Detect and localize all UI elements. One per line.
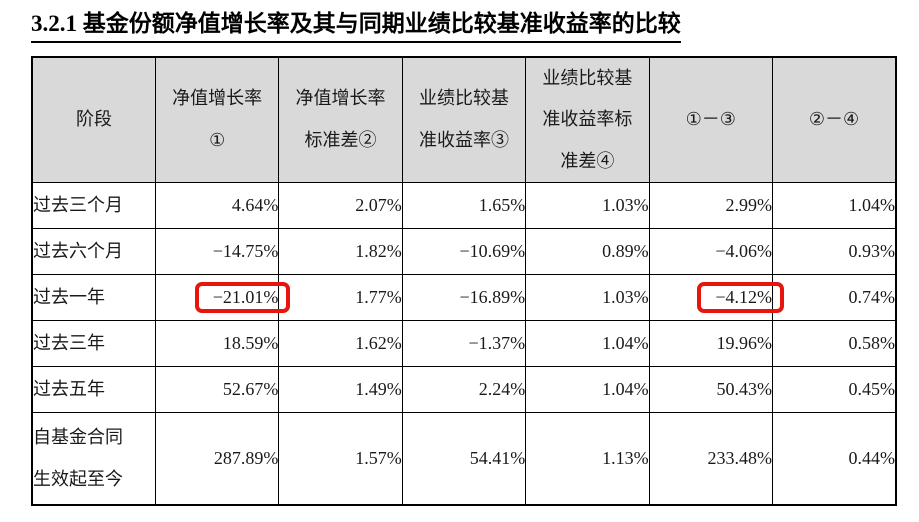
table-row-since-inception: 自基金合同 生效起至今 287.89% 1.57% 54.41% 1.13% 2… [31, 411, 897, 506]
col-header-diff-2-4: ②－④ [772, 56, 897, 183]
cell-value: −4.12% [648, 273, 785, 321]
cell-value: 1.03% [525, 181, 650, 229]
cell-value: 0.74% [772, 273, 897, 321]
col-header-nav-growth: 净值增长率 ① [154, 56, 280, 183]
cell-value: 287.89% [154, 411, 280, 506]
cell-value: 1.57% [278, 411, 403, 506]
highlight-box: −4.12% [697, 281, 785, 313]
cell-value: −21.01% [154, 273, 291, 321]
col-header-diff-1-3: ①－③ [648, 56, 774, 183]
cell-value: 0.89% [525, 227, 650, 275]
cell-value: 2.24% [401, 365, 527, 413]
cell-value: −14.75% [154, 227, 280, 275]
cell-value: 233.48% [648, 411, 774, 506]
cell-value: −1.37% [401, 319, 527, 367]
cell-value: −4.06% [648, 227, 774, 275]
cell-value: 1.77% [278, 273, 403, 321]
cell-value: 1.04% [525, 319, 650, 367]
col-header-nav-growth-stddev: 净值增长率 标准差② [278, 56, 403, 183]
cell-value: 0.44% [772, 411, 897, 506]
cell-value: 1.03% [525, 273, 650, 321]
cell-value: 52.67% [154, 365, 280, 413]
cell-value: 1.04% [525, 365, 650, 413]
cell-value: 0.58% [772, 319, 897, 367]
cell-value: 19.96% [648, 319, 774, 367]
cell-value: 1.65% [401, 181, 527, 229]
cell-value: 1.82% [278, 227, 403, 275]
cell-value: 1.62% [278, 319, 403, 367]
cell-value: 2.07% [278, 181, 403, 229]
highlight-box: −21.01% [194, 281, 291, 313]
cell-value: 1.04% [772, 181, 897, 229]
table-row-past-1-year: 过去一年 −21.01% 1.77% −16.89% 1.03% −4.12% … [31, 273, 897, 321]
col-header-benchmark-return: 业绩比较基 准收益率③ [401, 56, 527, 183]
cell-period: 过去三年 [31, 319, 156, 367]
table-row-past-6-months: 过去六个月 −14.75% 1.82% −10.69% 0.89% −4.06%… [31, 227, 897, 275]
cell-value: 2.99% [648, 181, 774, 229]
performance-comparison-table: 阶段 净值增长率 ① 净值增长率 标准差② 业绩比较基 准收益率③ 业绩比较基 … [31, 55, 897, 507]
table-row-past-3-years: 过去三年 18.59% 1.62% −1.37% 1.04% 19.96% 0.… [31, 319, 897, 367]
cell-value: 54.41% [401, 411, 527, 506]
cell-value: 0.93% [772, 227, 897, 275]
col-header-period: 阶段 [31, 56, 156, 183]
cell-value: −10.69% [401, 227, 527, 275]
cell-period: 过去五年 [31, 365, 156, 413]
cell-value: −16.89% [401, 273, 527, 321]
cell-period: 过去六个月 [31, 227, 156, 275]
cell-value: 1.49% [278, 365, 403, 413]
col-header-benchmark-stddev: 业绩比较基 准收益率标 准差④ [525, 56, 650, 183]
section-title: 3.2.1 基金份额净值增长率及其与同期业绩比较基准收益率的比较 [31, 10, 681, 43]
cell-value: 4.64% [154, 181, 280, 229]
cell-value: 1.13% [525, 411, 650, 506]
cell-period: 过去三个月 [31, 181, 156, 229]
table-header-row: 阶段 净值增长率 ① 净值增长率 标准差② 业绩比较基 准收益率③ 业绩比较基 … [31, 56, 897, 183]
cell-period: 过去一年 [31, 273, 156, 321]
cell-value: 50.43% [648, 365, 774, 413]
cell-period: 自基金合同 生效起至今 [31, 411, 156, 506]
table-row-past-3-months: 过去三个月 4.64% 2.07% 1.65% 1.03% 2.99% 1.04… [31, 181, 897, 229]
table-row-past-5-years: 过去五年 52.67% 1.49% 2.24% 1.04% 50.43% 0.4… [31, 365, 897, 413]
cell-value: 0.45% [772, 365, 897, 413]
cell-value: 18.59% [154, 319, 280, 367]
